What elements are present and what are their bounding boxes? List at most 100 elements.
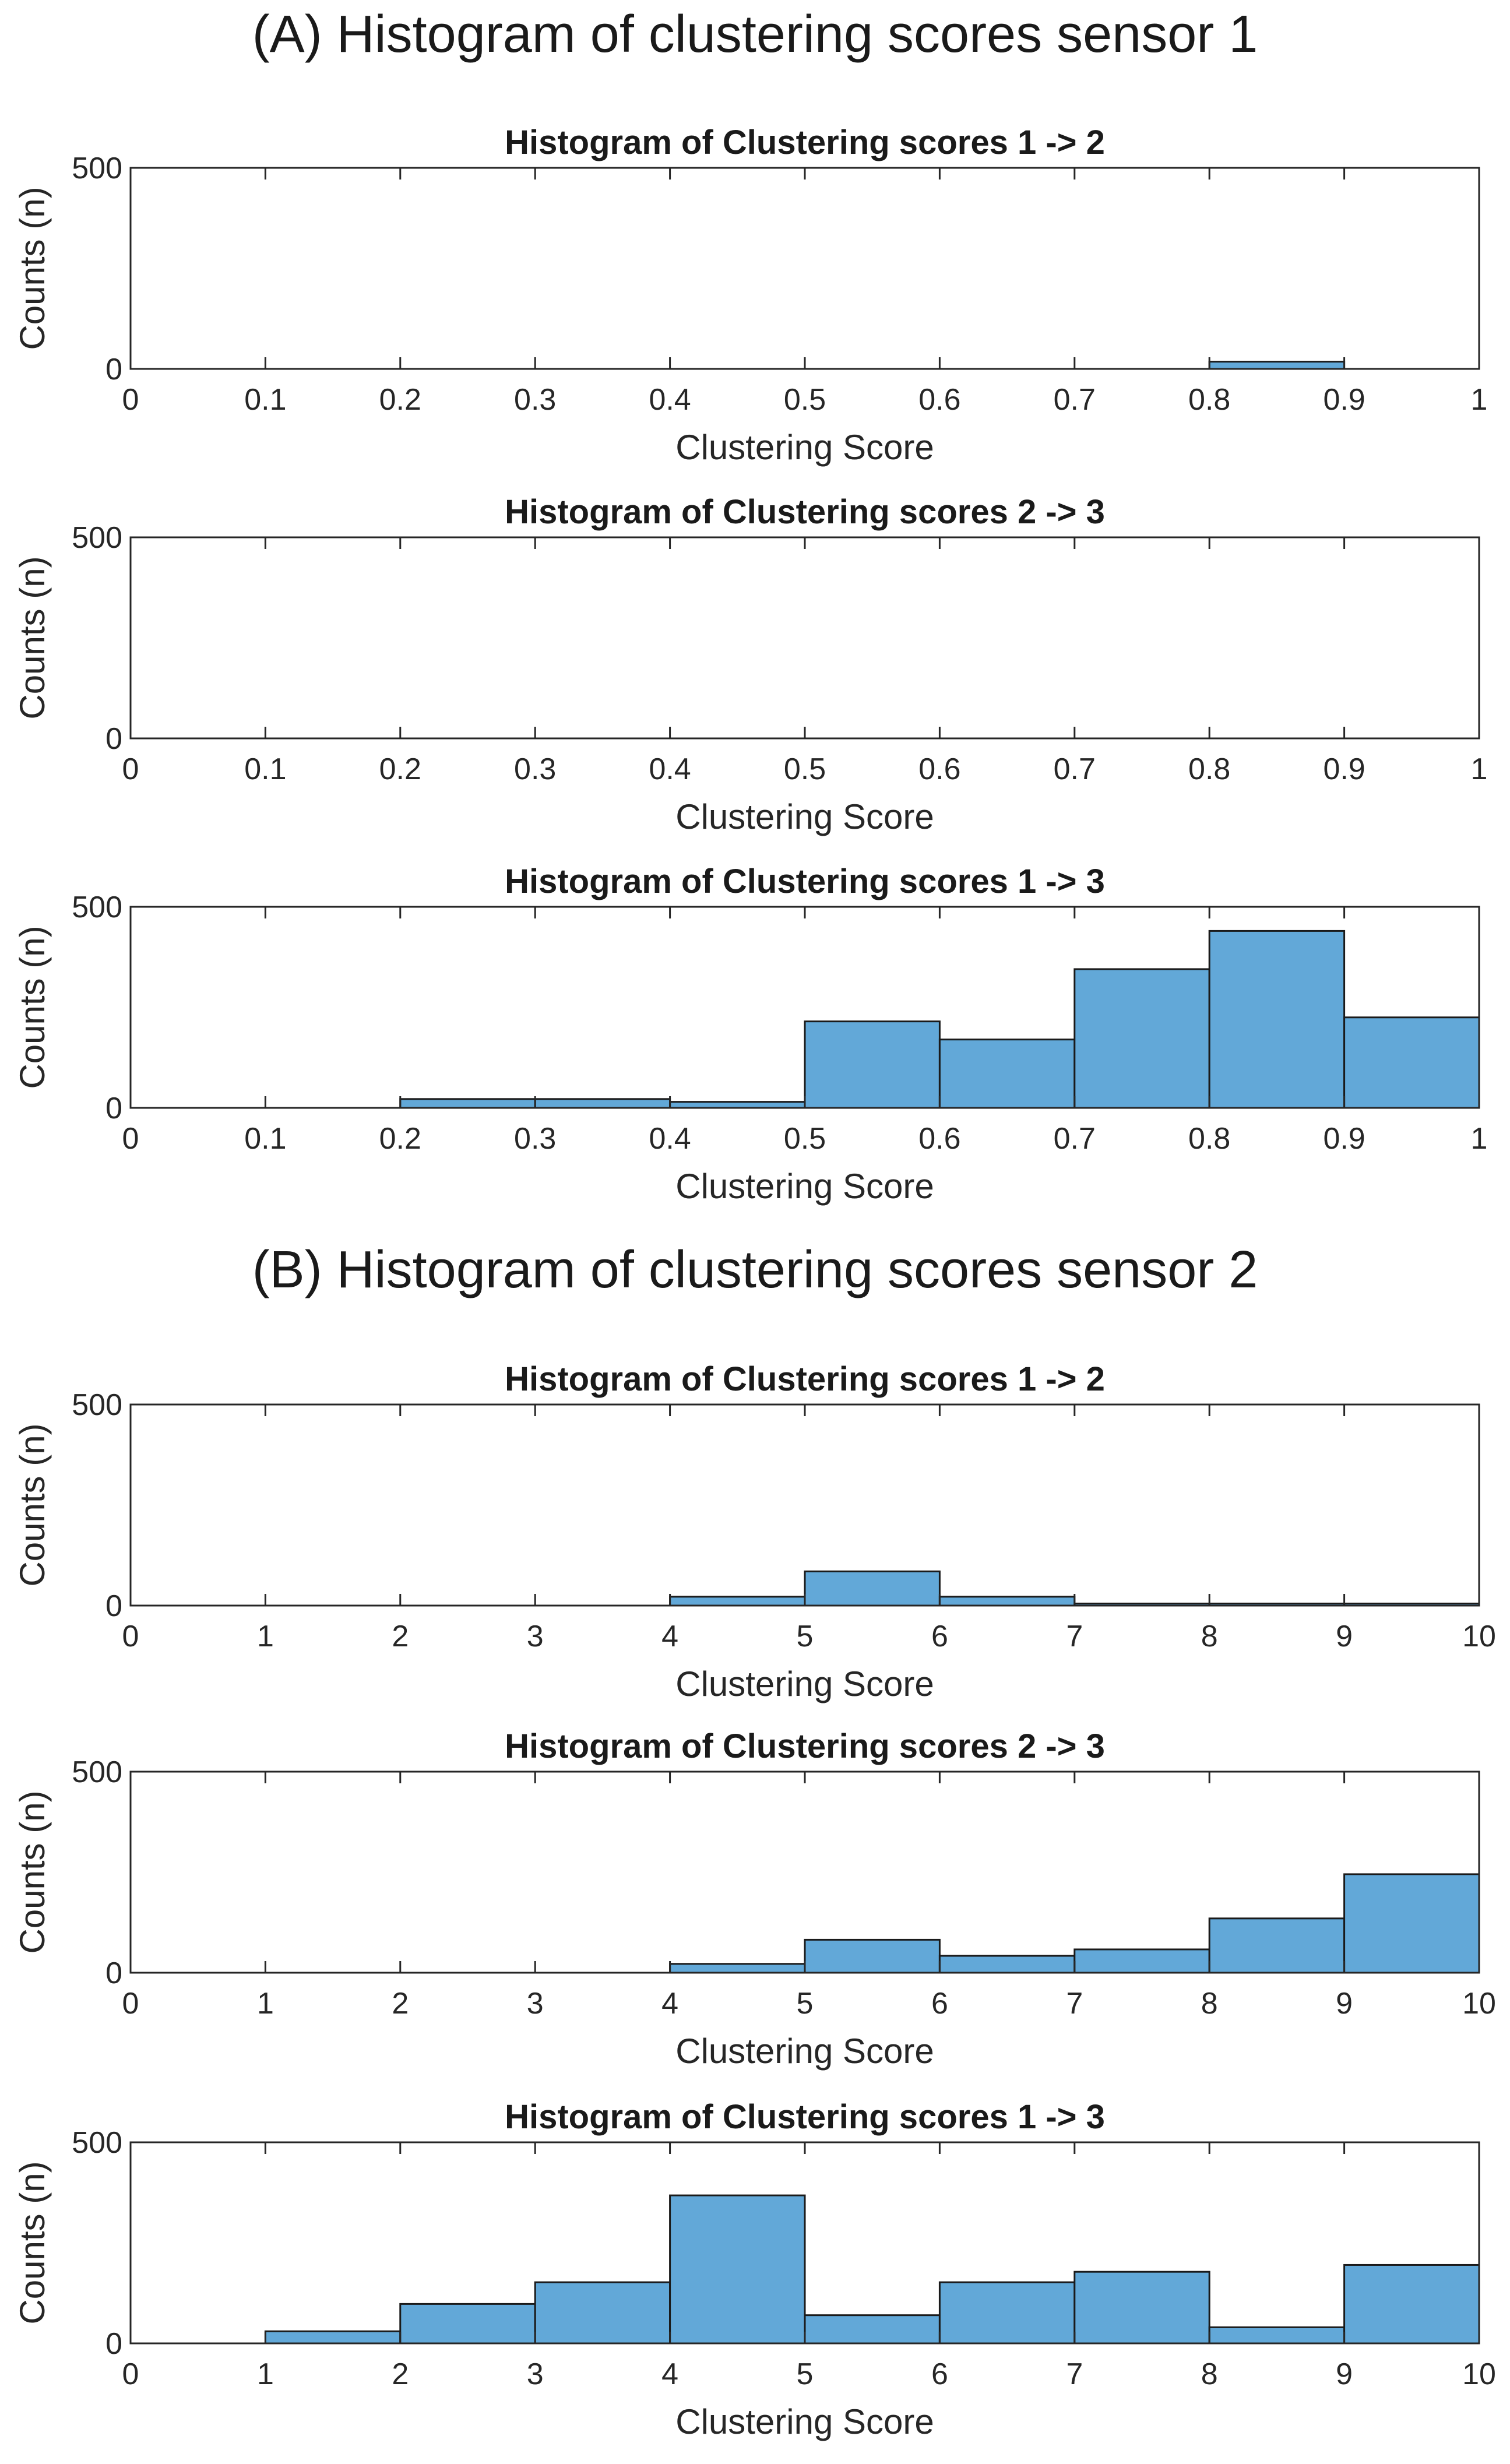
y-tick-label: 500 <box>72 1755 122 1789</box>
histogram-bar <box>938 1039 1076 1109</box>
x-tick-label: 0.1 <box>244 383 286 417</box>
histogram-panel: 0 0.1 0.2 0.3 0.4 0.5 0.6 0.7 0.8 0.9 1 0 500 Histogr… <box>13 863 1487 1206</box>
panel-title: Histogram of Clustering scores 2 -> 3 <box>505 493 1105 531</box>
y-tick-label: 500 <box>72 2126 122 2160</box>
histogram-bar <box>804 1938 941 1974</box>
y-tick-label: 500 <box>72 152 122 185</box>
x-tick-label: 9 <box>1336 2357 1353 2391</box>
panel-title: Histogram of Clustering scores 1 -> 2 <box>505 124 1105 161</box>
x-tick-label: 5 <box>797 1620 814 1653</box>
x-tick-label: 2 <box>392 1620 409 1653</box>
x-tick-label: 4 <box>661 1987 678 2021</box>
histogram-bar <box>1343 2264 1480 2345</box>
x-tick-label: 0.6 <box>918 1122 960 1156</box>
panel-title: Histogram of Clustering scores 1 -> 2 <box>505 1360 1105 1398</box>
x-tick-label: 10 <box>1462 1987 1496 2021</box>
x-axis-label: Clustering Score <box>675 428 934 467</box>
histogram-panel: 0 1 2 3 4 5 6 7 8 9 10 0 500 Histogram of Clustering … <box>13 1727 1496 2071</box>
plot-area <box>131 537 1479 738</box>
x-tick-label: 0.5 <box>784 383 826 417</box>
histogram-bar <box>264 2330 402 2345</box>
y-tick-label: 0 <box>105 2327 122 2361</box>
histogram-panel: 0 1 2 3 4 5 6 7 8 9 10 0 500 Histogram of Clustering … <box>13 1360 1496 1703</box>
histogram-bar <box>804 1570 941 1607</box>
x-tick-label: 0.8 <box>1188 1122 1230 1156</box>
y-axis-label: Counts (n) <box>13 2161 52 2324</box>
x-tick-label: 1 <box>257 1620 274 1653</box>
x-tick-label: 1 <box>1471 383 1488 417</box>
panel-title: Histogram of Clustering scores 1 -> 3 <box>505 2098 1105 2136</box>
histogram-bar <box>669 2194 806 2345</box>
y-axis-label: Counts (n) <box>13 186 52 350</box>
x-tick-label: 0.2 <box>379 1122 421 1156</box>
y-tick-label: 0 <box>105 353 122 386</box>
x-tick-label: 0.9 <box>1323 1122 1365 1156</box>
x-tick-label: 9 <box>1336 1987 1353 2021</box>
x-tick-label: 0 <box>122 1987 139 2021</box>
y-tick-label: 0 <box>105 1092 122 1125</box>
x-tick-label: 0 <box>122 752 139 786</box>
x-tick-label: 7 <box>1066 1620 1083 1653</box>
histogram-bar <box>804 1020 941 1109</box>
x-tick-label: 0 <box>122 1620 139 1653</box>
x-axis-label: Clustering Score <box>675 797 934 836</box>
histogram-bar <box>1343 1873 1480 1974</box>
y-axis-label: Counts (n) <box>13 556 52 719</box>
x-tick-label: 0.5 <box>784 1122 826 1156</box>
x-tick-label: 0.1 <box>244 752 286 786</box>
x-tick-label: 1 <box>257 2357 274 2391</box>
x-tick-label: 5 <box>797 1987 814 2021</box>
x-tick-label: 9 <box>1336 1620 1353 1653</box>
x-tick-label: 0.4 <box>649 752 691 786</box>
x-tick-label: 0 <box>122 2357 139 2391</box>
x-tick-label: 7 <box>1066 2357 1083 2391</box>
x-tick-label: 0 <box>122 1122 139 1156</box>
x-tick-label: 0.1 <box>244 1122 286 1156</box>
x-tick-label: 0.5 <box>784 752 826 786</box>
histogram-bar <box>399 1098 536 1109</box>
y-tick-label: 0 <box>105 1956 122 1990</box>
histogram-bar <box>938 1596 1076 1607</box>
histogram-bar <box>1073 1948 1210 1974</box>
histogram-panel: 0 0.1 0.2 0.3 0.4 0.5 0.6 0.7 0.8 0.9 1 0 500 Histogr… <box>13 493 1487 836</box>
panel-title: Histogram of Clustering scores 2 -> 3 <box>505 1727 1105 1765</box>
x-tick-label: 0.6 <box>918 752 960 786</box>
x-tick-label: 0.3 <box>514 752 556 786</box>
histogram-bar <box>534 1098 671 1109</box>
x-tick-label: 0 <box>122 383 139 417</box>
x-tick-label: 1 <box>1471 752 1488 786</box>
histogram-bar <box>938 2281 1076 2345</box>
x-tick-label: 5 <box>797 2357 814 2391</box>
x-tick-label: 6 <box>931 1620 948 1653</box>
histogram-bar <box>1073 2271 1210 2345</box>
x-tick-label: 8 <box>1201 1987 1218 2021</box>
histogram-bar <box>1208 1917 1346 1974</box>
x-tick-label: 0.7 <box>1054 1122 1096 1156</box>
x-tick-label: 8 <box>1201 2357 1218 2391</box>
x-tick-label: 6 <box>931 1987 948 2021</box>
histogram-bar <box>1208 361 1346 370</box>
y-tick-label: 500 <box>72 890 122 924</box>
histogram-panel: 0 1 2 3 4 5 6 7 8 9 10 0 500 Histogram of Clustering … <box>13 2098 1496 2441</box>
x-tick-label: 0.2 <box>379 752 421 786</box>
histogram-bar <box>938 1955 1076 1974</box>
x-tick-label: 0.9 <box>1323 752 1365 786</box>
y-axis-label: Counts (n) <box>13 925 52 1089</box>
y-axis-label: Counts (n) <box>13 1423 52 1586</box>
x-tick-label: 0.7 <box>1054 752 1096 786</box>
x-tick-label: 8 <box>1201 1620 1218 1653</box>
x-tick-label: 4 <box>661 1620 678 1653</box>
y-tick-label: 500 <box>72 521 122 555</box>
histogram-bar <box>1073 968 1210 1109</box>
x-axis-label: Clustering Score <box>675 2402 934 2441</box>
histogram-bar <box>669 1596 806 1607</box>
x-tick-label: 6 <box>931 2357 948 2391</box>
x-tick-label: 0.3 <box>514 1122 556 1156</box>
x-tick-label: 0.7 <box>1054 383 1096 417</box>
x-tick-label: 0.4 <box>649 383 691 417</box>
x-tick-label: 2 <box>392 1987 409 2021</box>
x-axis-label: Clustering Score <box>675 1167 934 1206</box>
histogram-bar <box>1208 2326 1346 2345</box>
y-tick-label: 0 <box>105 1589 122 1623</box>
histogram-bar <box>804 2314 941 2345</box>
